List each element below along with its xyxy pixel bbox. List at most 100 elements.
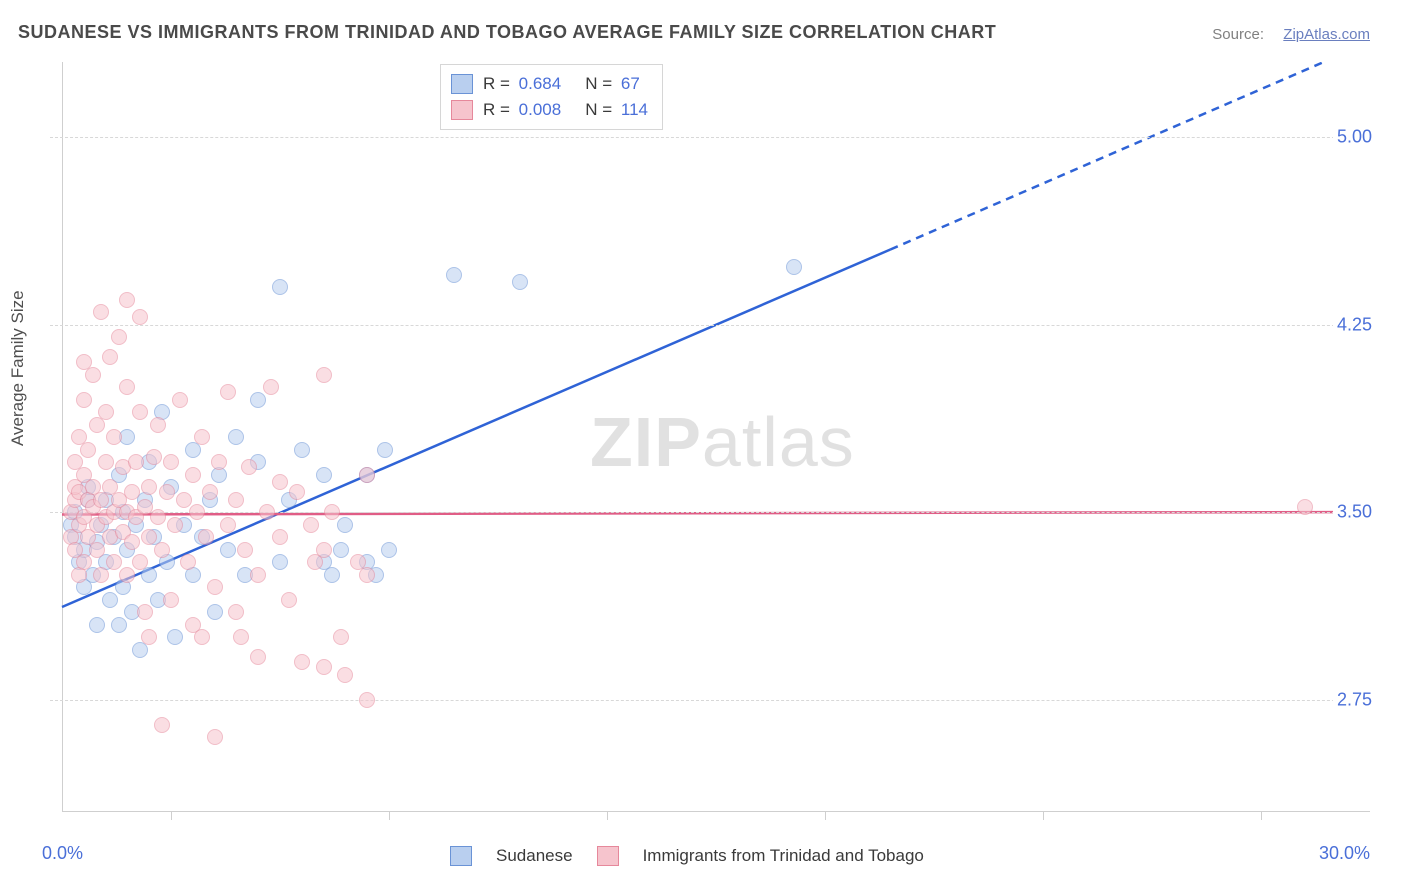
data-point xyxy=(381,542,397,558)
data-point xyxy=(272,529,288,545)
data-point xyxy=(132,309,148,325)
data-point xyxy=(180,554,196,570)
data-point xyxy=(194,629,210,645)
data-point xyxy=(141,529,157,545)
data-point xyxy=(324,567,340,583)
data-point xyxy=(272,279,288,295)
data-point xyxy=(294,442,310,458)
data-point xyxy=(98,454,114,470)
x-tick xyxy=(389,812,390,820)
data-point xyxy=(102,349,118,365)
legend-label-sudanese: Sudanese xyxy=(496,846,573,866)
swatch-icon xyxy=(451,74,473,94)
data-point xyxy=(207,579,223,595)
data-point xyxy=(189,504,205,520)
data-point xyxy=(289,484,305,500)
data-point xyxy=(316,542,332,558)
gridline xyxy=(50,325,1370,326)
data-point xyxy=(163,454,179,470)
data-point xyxy=(93,304,109,320)
data-point xyxy=(316,367,332,383)
y-tick-label: 4.25 xyxy=(1333,314,1376,335)
data-point xyxy=(124,484,140,500)
data-point xyxy=(294,654,310,670)
stats-legend: R = 0.684N = 67R = 0.008N = 114 xyxy=(440,64,663,130)
data-point xyxy=(237,542,253,558)
data-point xyxy=(281,592,297,608)
data-point xyxy=(124,534,140,550)
data-point xyxy=(337,517,353,533)
data-point xyxy=(89,542,105,558)
data-point xyxy=(211,454,227,470)
data-point xyxy=(512,274,528,290)
data-point xyxy=(172,392,188,408)
data-point xyxy=(106,429,122,445)
x-tick xyxy=(825,812,826,820)
data-point xyxy=(359,567,375,583)
data-point xyxy=(303,517,319,533)
series-legend: Sudanese Immigrants from Trinidad and To… xyxy=(450,846,924,866)
data-point xyxy=(446,267,462,283)
data-point xyxy=(228,492,244,508)
data-point xyxy=(324,504,340,520)
data-point xyxy=(359,692,375,708)
data-point xyxy=(207,729,223,745)
data-point xyxy=(119,292,135,308)
data-point xyxy=(150,417,166,433)
data-point xyxy=(250,649,266,665)
data-point xyxy=(167,517,183,533)
data-point xyxy=(786,259,802,275)
gridline xyxy=(50,512,1370,513)
swatch-sudanese xyxy=(450,846,472,866)
data-point xyxy=(119,379,135,395)
data-point xyxy=(337,667,353,683)
source-label: Source: xyxy=(1212,26,1264,43)
x-tick xyxy=(1261,812,1262,820)
data-point xyxy=(333,542,349,558)
legend-label-trinidad: Immigrants from Trinidad and Tobago xyxy=(643,846,924,866)
data-point xyxy=(272,474,288,490)
source-link[interactable]: ZipAtlas.com xyxy=(1283,26,1370,43)
x-tick xyxy=(607,812,608,820)
data-point xyxy=(163,592,179,608)
data-point xyxy=(241,459,257,475)
data-point xyxy=(80,442,96,458)
swatch-icon xyxy=(451,100,473,120)
data-point xyxy=(333,629,349,645)
data-point xyxy=(85,367,101,383)
data-point xyxy=(259,504,275,520)
gridline xyxy=(50,137,1370,138)
y-tick-label: 3.50 xyxy=(1333,502,1376,523)
data-point xyxy=(98,404,114,420)
data-point xyxy=(141,479,157,495)
data-point xyxy=(154,542,170,558)
x-axis-line xyxy=(62,811,1370,812)
gridline xyxy=(50,700,1370,701)
y-tick-label: 2.75 xyxy=(1333,689,1376,710)
data-point xyxy=(146,449,162,465)
data-point xyxy=(150,509,166,525)
data-point xyxy=(1297,499,1313,515)
x-min-label: 0.0% xyxy=(42,843,83,864)
data-point xyxy=(93,567,109,583)
data-point xyxy=(111,617,127,633)
data-point xyxy=(316,659,332,675)
data-point xyxy=(137,604,153,620)
data-point xyxy=(111,329,127,345)
data-point xyxy=(272,554,288,570)
data-point xyxy=(316,467,332,483)
x-tick xyxy=(171,812,172,820)
stats-legend-row: R = 0.008N = 114 xyxy=(451,97,648,123)
stats-legend-row: R = 0.684N = 67 xyxy=(451,71,648,97)
data-point xyxy=(106,554,122,570)
data-point xyxy=(250,567,266,583)
chart-title: SUDANESE VS IMMIGRANTS FROM TRINIDAD AND… xyxy=(18,22,996,43)
data-point xyxy=(132,554,148,570)
data-point xyxy=(198,529,214,545)
data-point xyxy=(250,392,266,408)
data-point xyxy=(167,629,183,645)
data-point xyxy=(207,604,223,620)
data-point xyxy=(185,467,201,483)
swatch-trinidad xyxy=(597,846,619,866)
data-point xyxy=(377,442,393,458)
